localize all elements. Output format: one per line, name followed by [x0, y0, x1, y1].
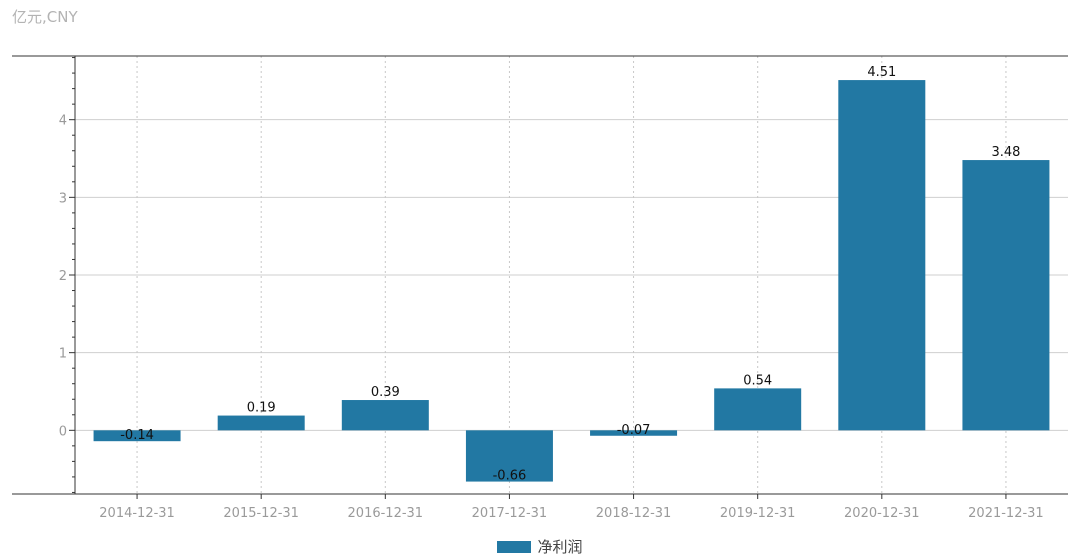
data-label: 4.51: [867, 65, 896, 80]
data-label: -0.07: [617, 423, 651, 438]
y-tick-label: 0: [59, 424, 67, 439]
x-tick-label: 2016-12-31: [348, 506, 424, 521]
data-label: 3.48: [991, 145, 1020, 160]
y-tick-label: 2: [59, 269, 67, 284]
bar: [341, 400, 429, 431]
data-label: 0.39: [371, 385, 400, 400]
x-tick-label: 2017-12-31: [472, 506, 548, 521]
legend-label: 净利润: [537, 538, 583, 556]
x-tick-label: 2014-12-31: [99, 506, 175, 521]
legend: 净利润: [0, 536, 1080, 557]
x-tick-label: 2018-12-31: [596, 506, 672, 521]
data-label: 0.19: [247, 401, 276, 416]
x-tick-label: 2021-12-31: [968, 506, 1044, 521]
data-label: -0.14: [120, 428, 154, 443]
x-tick-label: 2015-12-31: [223, 506, 299, 521]
bar: [93, 430, 181, 442]
data-label: -0.66: [493, 469, 527, 484]
bar-chart: 0 1 2 3 4 2014-12-31 -0.14 2015-12-31 0.19 2016-1…: [12, 55, 1068, 521]
legend-swatch: [497, 540, 532, 553]
x-tick-label: 2020-12-31: [844, 506, 920, 521]
y-tick-label: 3: [59, 191, 67, 206]
data-label: 0.54: [743, 373, 772, 388]
bar: [714, 388, 802, 431]
bar: [465, 430, 553, 482]
unit-label: 亿元,CNY: [12, 8, 78, 26]
bar: [962, 160, 1050, 431]
x-tick-label: 2019-12-31: [720, 506, 796, 521]
bar: [838, 80, 926, 431]
bar: [590, 430, 678, 436]
y-tick-label: 4: [59, 114, 67, 129]
y-tick-label: 1: [59, 347, 67, 362]
bar: [217, 415, 305, 431]
